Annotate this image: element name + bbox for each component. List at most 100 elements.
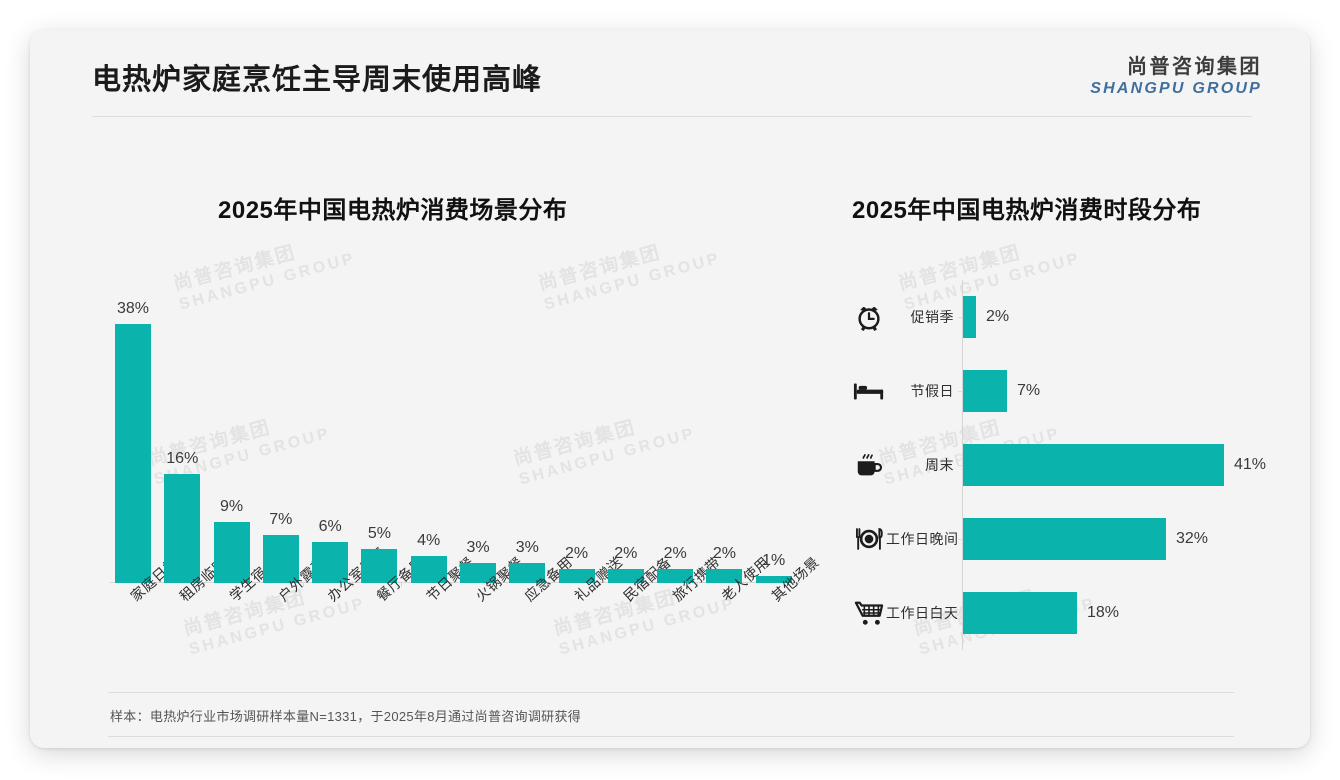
bar-value-label: 32% bbox=[1176, 530, 1209, 547]
axis-tick bbox=[958, 613, 963, 614]
bar-column: 4% 节日聚餐 bbox=[406, 280, 477, 604]
axis-tick bbox=[302, 583, 304, 587]
axis-tick bbox=[958, 317, 963, 318]
axis-tick bbox=[352, 583, 354, 587]
bar-scenario bbox=[706, 569, 743, 583]
axis-tick bbox=[549, 583, 551, 587]
header: 电热炉家庭烹饪主导周末使用高峰 尚普咨询集团 SHANGPU GROUP bbox=[30, 30, 1310, 120]
axis-tick bbox=[958, 391, 963, 392]
timeslot-row: 工作日白天 18% bbox=[840, 576, 1280, 650]
chart-title-timeslots: 2025年中国电热炉消费时段分布 bbox=[852, 197, 1202, 224]
bar-column: 2% 老人使用 bbox=[701, 280, 773, 604]
axis-tick bbox=[500, 583, 501, 587]
timeslot-row: 促销季 2% bbox=[840, 280, 1280, 354]
bar-value-label: 3% bbox=[515, 539, 539, 556]
axis-tick bbox=[253, 583, 255, 587]
bar-scenario bbox=[509, 563, 546, 583]
bar-value-label: 2% bbox=[663, 545, 687, 562]
bar-column: 7% 户外露营 bbox=[258, 280, 329, 604]
bar-scenario bbox=[755, 576, 792, 583]
bar-value-label: 38% bbox=[116, 300, 150, 317]
bar-column: 16%租房临时使用 bbox=[159, 280, 252, 604]
bar-value-label: 5% bbox=[367, 525, 391, 542]
axis-tick bbox=[746, 583, 748, 587]
bar-value-label: 1% bbox=[762, 552, 786, 569]
bar-scenario bbox=[558, 569, 595, 583]
bar-value-label: 16% bbox=[166, 450, 199, 467]
bar-column: 2% 礼品赠送 bbox=[554, 280, 625, 604]
bar-scenario bbox=[410, 556, 447, 583]
category-label: 促销季 bbox=[910, 309, 954, 325]
timeslot-row: 周末 41% bbox=[840, 428, 1280, 502]
alarm-clock-icon bbox=[852, 300, 886, 334]
bar-timeslot bbox=[963, 296, 976, 338]
bar-column: 38%家庭日常烹饪 bbox=[110, 280, 203, 604]
bar-value-label: 2% bbox=[712, 545, 736, 562]
bar-value-label: 7% bbox=[1017, 382, 1041, 399]
slide-card: 尚普咨询集团 SHANGPU GROUP 尚普咨询集团 SHANGPU GROU… bbox=[30, 30, 1310, 748]
bar-value-label: 4% bbox=[417, 532, 441, 549]
bar-scenario bbox=[460, 563, 496, 583]
horizontal-bar-chart: 促销季 2% 节假日 7% 周末 41% 工作日晚间 32% 工作日白天 18% bbox=[840, 280, 1280, 650]
bar-column: 5% 餐厅备用 bbox=[356, 280, 428, 604]
brand-name-en: SHANGPU GROUP bbox=[1090, 80, 1262, 98]
bar-timeslot bbox=[963, 444, 1224, 486]
bar-timeslot bbox=[963, 518, 1166, 560]
bar-column: 2% 旅行携带 bbox=[652, 280, 723, 604]
bar-value-label: 3% bbox=[466, 539, 490, 556]
axis-tick bbox=[958, 539, 963, 540]
page-title: 电热炉家庭烹饪主导周末使用高峰 bbox=[92, 64, 543, 96]
bar-timeslot bbox=[963, 592, 1077, 634]
axis-tick bbox=[697, 583, 699, 587]
bar-value-label: 6% bbox=[318, 518, 342, 535]
bar-column: 9%学生宿舍使用 bbox=[209, 280, 301, 604]
bar-value-label: 41% bbox=[1234, 456, 1267, 473]
category-label: 节假日 bbox=[910, 383, 954, 399]
category-label: 工作日白天 bbox=[886, 605, 959, 621]
note-divider-top bbox=[108, 692, 1234, 693]
category-label: 工作日晚间 bbox=[886, 531, 959, 547]
axis-tick bbox=[450, 583, 452, 587]
bar-column: 1% 其他场景 bbox=[751, 280, 822, 604]
bar-value-label: 2% bbox=[614, 545, 638, 562]
sample-note: 样本：电热炉行业市场调研样本量N=1331，于2025年8月通过尚普咨询调研获得 bbox=[110, 709, 582, 724]
bar-value-label: 2% bbox=[565, 545, 589, 562]
axis-tick bbox=[401, 583, 403, 587]
bar-scenario bbox=[361, 549, 398, 583]
bar-scenario bbox=[115, 324, 151, 583]
bar-value-label: 2% bbox=[986, 308, 1010, 325]
bar-column: 2% 民宿配备 bbox=[603, 280, 674, 604]
bar-column: 6% 办公室用餐 bbox=[307, 280, 389, 604]
timeslot-row: 工作日晚间 32% bbox=[840, 502, 1280, 576]
axis-tick bbox=[958, 465, 963, 466]
coffee-mug-icon bbox=[852, 448, 886, 482]
axis-tick bbox=[204, 583, 206, 587]
axis-tick bbox=[598, 583, 600, 587]
bar-scenario bbox=[213, 522, 250, 583]
dining-plate-icon bbox=[852, 522, 886, 556]
footer: ©2025.10 SHANGPU GROUP www.shangpu-china… bbox=[30, 736, 1310, 748]
axis-tick bbox=[647, 583, 649, 587]
brand-logo: 尚普咨询集团 SHANGPU GROUP bbox=[1090, 56, 1262, 98]
category-label: 周末 bbox=[925, 457, 954, 473]
bar-value-label: 18% bbox=[1087, 604, 1120, 621]
note-divider-bottom bbox=[108, 736, 1234, 737]
bar-scenario bbox=[657, 569, 694, 583]
chart-panel-scenarios: 2025年中国电热炉消费场景分布 38%家庭日常烹饪16%租房临时使用9%学生宿… bbox=[70, 150, 822, 690]
chart-title-scenarios: 2025年中国电热炉消费场景分布 bbox=[218, 197, 568, 224]
axis-tick bbox=[795, 583, 797, 587]
timeslot-row: 节假日 7% bbox=[840, 354, 1280, 428]
chart-panel-timeslots: 2025年中国电热炉消费时段分布 促销季 2% 节假日 7% 周末 41% 工作日晚间 32%… bbox=[820, 150, 1290, 690]
bar-scenario bbox=[312, 542, 349, 583]
vertical-bar-chart: 38%家庭日常烹饪16%租房临时使用9%学生宿舍使用7%户外露营6%办公室用餐5… bbox=[110, 280, 822, 604]
bed-icon bbox=[852, 374, 886, 408]
header-divider bbox=[92, 116, 1252, 117]
bar-value-label: 9% bbox=[220, 498, 244, 515]
x-axis-line bbox=[110, 582, 800, 583]
bar-column: 3% 应急备用 bbox=[504, 280, 575, 604]
bar-scenario bbox=[607, 569, 644, 583]
bar-timeslot bbox=[963, 370, 1007, 412]
brand-name-cn: 尚普咨询集团 bbox=[1127, 56, 1262, 78]
shopping-cart-icon bbox=[852, 596, 886, 630]
bar-scenario bbox=[164, 474, 201, 583]
